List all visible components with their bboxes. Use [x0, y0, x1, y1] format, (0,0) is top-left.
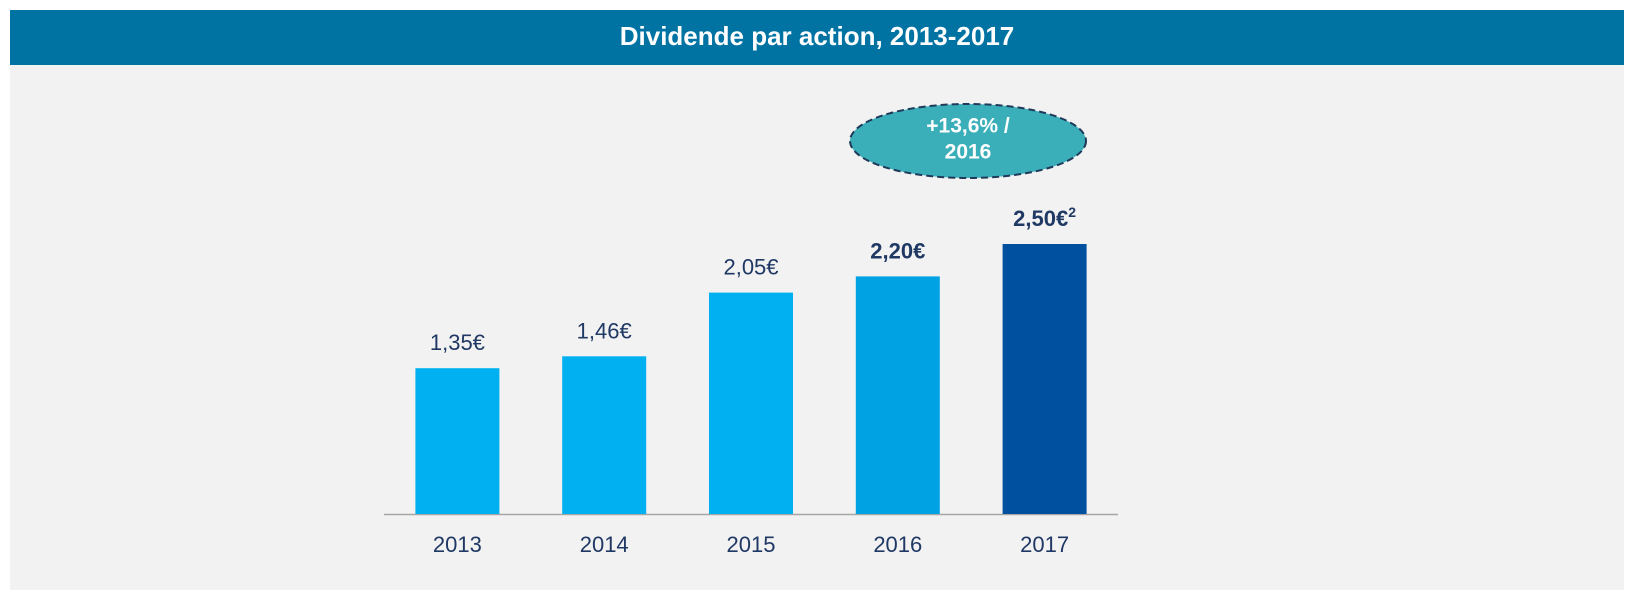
value-label: 2,20€	[870, 238, 925, 263]
annotation-bubble	[849, 103, 1087, 179]
annotation-text: +13,6% /	[926, 115, 1010, 138]
x-tick-label: 2013	[433, 532, 482, 557]
value-label-text: 2,50€	[1013, 206, 1068, 231]
value-label: 1,35€	[430, 330, 485, 355]
chart-title: Dividende par action, 2013-2017	[620, 21, 1015, 51]
bar	[415, 368, 500, 514]
value-label-text: 1,46€	[577, 318, 632, 343]
background	[10, 10, 1624, 590]
bar	[1002, 244, 1087, 514]
bar	[855, 276, 940, 514]
value-label: 1,46€	[577, 318, 632, 343]
value-label: 2,05€	[723, 254, 778, 279]
x-tick-label: 2017	[1020, 532, 1069, 557]
x-tick-label: 2014	[580, 532, 629, 557]
x-tick-label: 2015	[727, 532, 776, 557]
value-label-text: 1,35€	[430, 330, 485, 355]
value-label-superscript: 2	[1068, 204, 1076, 220]
value-label: 2,50€2	[1013, 204, 1076, 231]
annotation-text: 2016	[945, 141, 992, 164]
bar	[562, 356, 647, 514]
value-label-text: 2,05€	[723, 254, 778, 279]
value-label-text: 2,20€	[870, 238, 925, 263]
bar	[709, 292, 793, 514]
title-bar	[10, 10, 1624, 65]
x-tick-label: 2016	[873, 532, 922, 557]
